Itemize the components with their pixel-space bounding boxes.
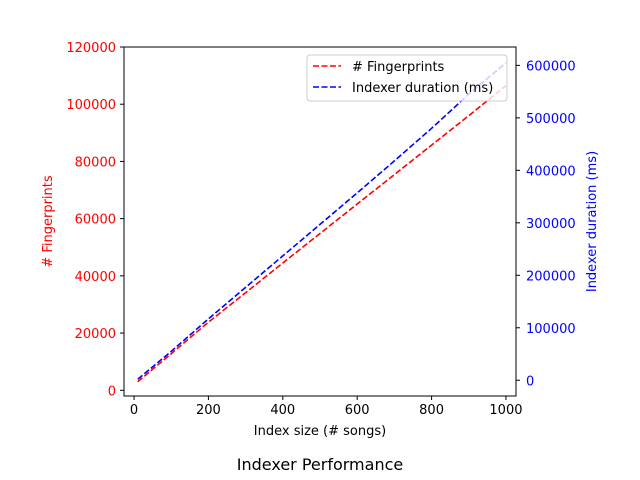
legend-label: # Fingerprints (352, 60, 445, 75)
y-right-tick-label: 600000 (526, 59, 576, 74)
y-left-tick-label: 80000 (75, 155, 116, 170)
y-left-tick-label: 120000 (66, 41, 116, 56)
series-line-indexer-duration (137, 62, 507, 380)
x-tick-label: 200 (196, 403, 221, 418)
x-tick-label: 600 (345, 403, 370, 418)
y-right-tick-label: 400000 (526, 164, 576, 179)
y-right-tick-label: 500000 (526, 112, 576, 127)
axes: 0 200 400 600 800 1000 0 20000 40000 60000 80000 10… (41, 41, 600, 439)
y-left-tick-label: 20000 (75, 327, 116, 342)
y-left-tick-label: 100000 (66, 98, 116, 113)
y-left-axis-label: # Fingerprints (41, 175, 56, 268)
x-tick-label: 1000 (489, 403, 522, 418)
legend: # Fingerprints Indexer duration (ms) (306, 54, 508, 102)
y-right-tick-label: 300000 (526, 217, 576, 232)
y-right-axis-label: Indexer duration (ms) (585, 151, 600, 292)
plot-area (137, 62, 507, 383)
y-left-tick-label: 60000 (75, 213, 116, 228)
x-tick-label: 400 (270, 403, 295, 418)
series-line-fingerprints (137, 84, 507, 383)
y-right-tick-label: 100000 (526, 322, 576, 337)
y-left-tick-label: 40000 (75, 270, 116, 285)
y-left-tick-label: 0 (108, 384, 116, 399)
y-right-tick-label: 200000 (526, 269, 576, 284)
legend-label: Indexer duration (ms) (352, 81, 493, 96)
x-axis-label: Index size (# songs) (254, 424, 386, 439)
x-tick-label: 800 (419, 403, 444, 418)
legend-box (306, 54, 508, 102)
y-right-tick-label: 0 (526, 374, 534, 389)
x-tick-label: 0 (130, 403, 138, 418)
plot-frame (123, 46, 517, 397)
figure-caption: Indexer Performance (237, 455, 403, 474)
